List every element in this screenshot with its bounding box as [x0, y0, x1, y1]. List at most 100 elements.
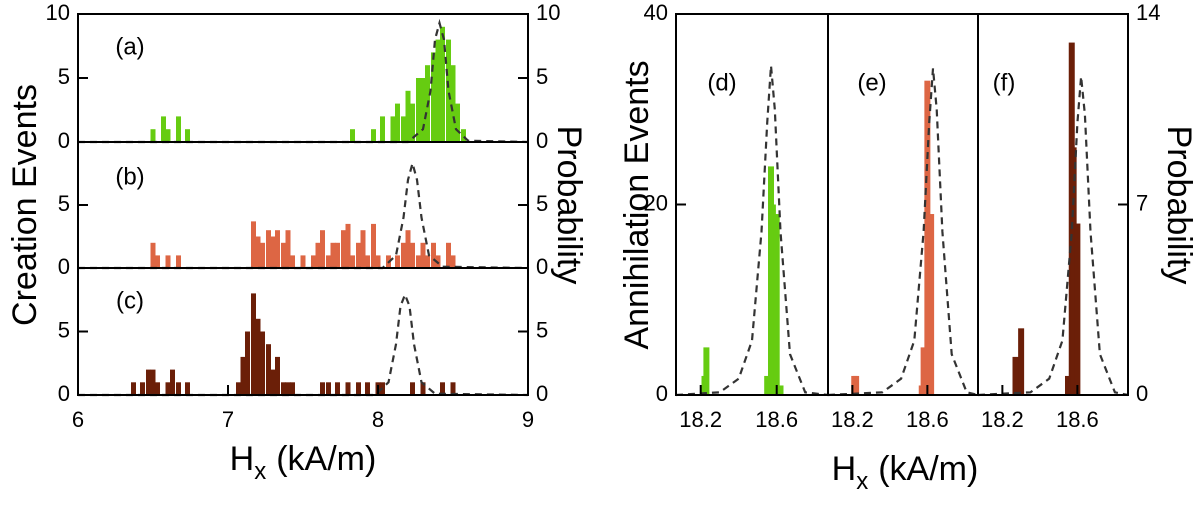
- bar: [270, 369, 276, 395]
- bar: [176, 255, 181, 268]
- bar: [431, 242, 436, 268]
- probability-curve: [78, 18, 529, 144]
- bar: [290, 255, 295, 268]
- bar: [375, 255, 381, 268]
- y-tick-label: 40: [644, 0, 668, 25]
- bar: [405, 90, 411, 142]
- x-label-unit: (kA/m): [878, 450, 978, 488]
- bar: [431, 52, 436, 142]
- panel-label: (e): [857, 69, 886, 96]
- bar: [315, 242, 321, 268]
- bar: [425, 255, 430, 268]
- bar: [395, 103, 400, 142]
- bar: [255, 318, 261, 395]
- x-tick-label: 18.6: [755, 407, 798, 432]
- bar: [416, 255, 421, 268]
- x-tick-label: 7: [222, 407, 234, 432]
- x-tick-label: 8: [372, 407, 384, 432]
- bar: [150, 129, 156, 142]
- bar: [176, 116, 181, 142]
- bar: [416, 78, 421, 142]
- x-label-sub: x: [254, 458, 266, 485]
- panel-frame: [77, 267, 529, 396]
- bar: [170, 369, 175, 395]
- bar: [300, 255, 306, 268]
- bar: [920, 347, 927, 395]
- x-label-main: H: [832, 450, 857, 488]
- y2-tick-label: 5: [536, 191, 548, 216]
- bar: [365, 255, 370, 268]
- bar: [769, 204, 776, 395]
- bar: [450, 65, 456, 142]
- bar: [764, 375, 771, 395]
- bar: [146, 369, 151, 395]
- y-tick-label: 0: [58, 128, 70, 153]
- bar: [371, 223, 376, 268]
- panel-frame: [77, 13, 529, 143]
- bar: [320, 230, 325, 268]
- bar: [703, 347, 710, 395]
- bar: [1065, 375, 1071, 395]
- panel-label: (d): [707, 69, 736, 96]
- bar: [165, 255, 171, 268]
- bar: [410, 242, 415, 268]
- bar: [270, 236, 276, 268]
- panel-label: (f): [993, 69, 1016, 96]
- x-tick-label: 18.2: [679, 407, 722, 432]
- bar: [410, 103, 415, 142]
- bar: [335, 242, 340, 268]
- bar: [461, 129, 466, 142]
- bar: [326, 255, 331, 268]
- x-label-unit: (kA/m): [276, 440, 376, 478]
- y2-tick-label: 0: [536, 128, 548, 153]
- y2-tick-label: 5: [536, 317, 548, 342]
- bar: [150, 369, 156, 395]
- bar: [260, 331, 265, 395]
- bar: [341, 230, 346, 268]
- bar: [450, 255, 456, 268]
- bar: [350, 129, 355, 142]
- bar: [356, 242, 361, 268]
- y2-tick-label: 0: [536, 254, 548, 279]
- bar: [281, 242, 286, 268]
- bar: [380, 116, 385, 142]
- bar: [311, 255, 316, 268]
- panel-frame: [77, 141, 529, 269]
- bar: [420, 382, 426, 395]
- x-tick-label: 18.6: [1056, 407, 1099, 432]
- bar: [390, 116, 396, 142]
- bar: [360, 230, 366, 268]
- bar: [455, 103, 460, 142]
- x-axis-label: Hx (kA/m): [230, 440, 377, 485]
- bar: [266, 344, 271, 395]
- bar: [345, 223, 351, 268]
- panel-label: (c): [116, 287, 144, 314]
- x-tick-label: 18.2: [981, 407, 1024, 432]
- bar: [285, 382, 291, 395]
- bar: [150, 242, 156, 268]
- bar: [365, 382, 370, 395]
- y2-axis-label: Probability: [1160, 126, 1198, 285]
- bar: [185, 382, 190, 395]
- bar: [395, 255, 400, 268]
- bar: [260, 242, 265, 268]
- bar: [410, 382, 415, 395]
- bar: [185, 129, 190, 142]
- y2-tick-label: 14: [1136, 0, 1160, 25]
- bar: [350, 255, 355, 268]
- x-label-main: H: [230, 440, 255, 478]
- bar: [290, 382, 295, 395]
- bar: [275, 230, 280, 268]
- bar: [928, 214, 935, 395]
- bar: [251, 221, 256, 268]
- y-tick-label: 5: [58, 317, 70, 342]
- bar: [440, 382, 445, 395]
- bar: [1074, 223, 1081, 395]
- bar: [853, 375, 860, 395]
- bar: [320, 382, 325, 395]
- y-tick-label: 5: [58, 64, 70, 89]
- x-tick-label: 9: [522, 407, 534, 432]
- bar: [155, 255, 160, 268]
- bar: [1018, 328, 1025, 395]
